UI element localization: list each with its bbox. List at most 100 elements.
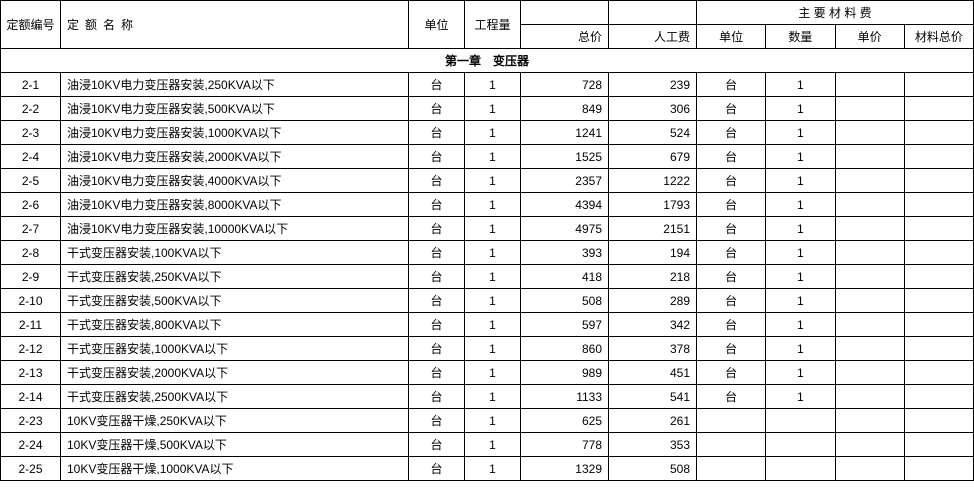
cell-munit: 台	[697, 337, 766, 361]
header-labor: 人工费	[609, 25, 697, 49]
header-material-total: 材料总价	[904, 25, 973, 49]
header-qty: 工程量	[465, 1, 521, 49]
cell-mprice	[835, 457, 904, 481]
cell-code: 2-25	[1, 457, 61, 481]
cell-labor: 2151	[609, 217, 697, 241]
cell-name: 干式变压器安装,100KVA以下	[61, 241, 409, 265]
cell-mqty: 1	[766, 217, 835, 241]
cell-total: 625	[521, 409, 609, 433]
cell-mqty: 1	[766, 73, 835, 97]
cell-qty: 1	[465, 169, 521, 193]
header-material-group: 主 要 材 料 费	[697, 1, 974, 25]
cell-code: 2-8	[1, 241, 61, 265]
table-row: 2-9干式变压器安装,250KVA以下台1418218台1	[1, 265, 974, 289]
cell-name: 油浸10KV电力变压器安装,4000KVA以下	[61, 169, 409, 193]
cell-mprice	[835, 121, 904, 145]
cell-labor: 541	[609, 385, 697, 409]
cell-mqty: 1	[766, 385, 835, 409]
cell-qty: 1	[465, 121, 521, 145]
cell-mtotal	[904, 193, 973, 217]
cell-mtotal	[904, 433, 973, 457]
cell-mqty: 1	[766, 97, 835, 121]
cell-qty: 1	[465, 337, 521, 361]
cell-mtotal	[904, 457, 973, 481]
cell-unit: 台	[409, 265, 465, 289]
table-row: 2-8干式变压器安装,100KVA以下台1393194台1	[1, 241, 974, 265]
cell-total: 778	[521, 433, 609, 457]
cell-qty: 1	[465, 313, 521, 337]
cell-code: 2-7	[1, 217, 61, 241]
cell-munit: 台	[697, 121, 766, 145]
cell-qty: 1	[465, 145, 521, 169]
cell-mprice	[835, 433, 904, 457]
cell-name: 油浸10KV电力变压器安装,10000KVA以下	[61, 217, 409, 241]
cell-name: 干式变压器安装,800KVA以下	[61, 313, 409, 337]
cell-mtotal	[904, 169, 973, 193]
cell-name: 油浸10KV电力变压器安装,250KVA以下	[61, 73, 409, 97]
cell-qty: 1	[465, 361, 521, 385]
table-body: 第一章 变压器 2-1油浸10KV电力变压器安装,250KVA以下台172823…	[1, 49, 974, 481]
cell-munit	[697, 433, 766, 457]
cell-code: 2-5	[1, 169, 61, 193]
cell-munit	[697, 409, 766, 433]
table-row: 2-4油浸10KV电力变压器安装,2000KVA以下台11525679台1	[1, 145, 974, 169]
cell-labor: 1222	[609, 169, 697, 193]
cell-labor: 1793	[609, 193, 697, 217]
cell-code: 2-13	[1, 361, 61, 385]
cell-unit: 台	[409, 121, 465, 145]
cell-total: 4394	[521, 193, 609, 217]
cell-munit: 台	[697, 193, 766, 217]
cell-qty: 1	[465, 457, 521, 481]
cell-name: 10KV变压器干燥,250KVA以下	[61, 409, 409, 433]
cell-name: 干式变压器安装,250KVA以下	[61, 265, 409, 289]
cell-code: 2-11	[1, 313, 61, 337]
cell-labor: 239	[609, 73, 697, 97]
cell-name: 干式变压器安装,500KVA以下	[61, 289, 409, 313]
table-row: 2-2310KV变压器干燥,250KVA以下台1625261	[1, 409, 974, 433]
cell-unit: 台	[409, 241, 465, 265]
cell-mprice	[835, 361, 904, 385]
cell-mqty: 1	[766, 193, 835, 217]
cell-unit: 台	[409, 289, 465, 313]
table-row: 2-14干式变压器安装,2500KVA以下台11133541台1	[1, 385, 974, 409]
cell-unit: 台	[409, 217, 465, 241]
cell-labor: 342	[609, 313, 697, 337]
cell-code: 2-10	[1, 289, 61, 313]
cell-mprice	[835, 265, 904, 289]
cell-mtotal	[904, 265, 973, 289]
cell-labor: 378	[609, 337, 697, 361]
cell-mqty: 1	[766, 337, 835, 361]
cell-mprice	[835, 241, 904, 265]
cell-mprice	[835, 337, 904, 361]
cell-mqty: 1	[766, 361, 835, 385]
table-row: 2-2510KV变压器干燥,1000KVA以下台11329508	[1, 457, 974, 481]
cell-mqty	[766, 409, 835, 433]
cell-munit: 台	[697, 361, 766, 385]
header-name: 定额名称	[61, 1, 409, 49]
cell-qty: 1	[465, 433, 521, 457]
cell-mprice	[835, 313, 904, 337]
table-row: 2-1油浸10KV电力变压器安装,250KVA以下台1728239台1	[1, 73, 974, 97]
cell-mtotal	[904, 337, 973, 361]
cell-qty: 1	[465, 241, 521, 265]
cell-code: 2-2	[1, 97, 61, 121]
header-blank-1	[521, 1, 609, 25]
cell-qty: 1	[465, 217, 521, 241]
table-row: 2-12干式变压器安装,1000KVA以下台1860378台1	[1, 337, 974, 361]
cell-qty: 1	[465, 73, 521, 97]
cell-qty: 1	[465, 385, 521, 409]
cell-munit: 台	[697, 385, 766, 409]
cell-labor: 261	[609, 409, 697, 433]
cell-labor: 194	[609, 241, 697, 265]
cell-mtotal	[904, 409, 973, 433]
cell-total: 1241	[521, 121, 609, 145]
cell-unit: 台	[409, 361, 465, 385]
cell-mqty: 1	[766, 145, 835, 169]
cell-mprice	[835, 73, 904, 97]
cell-munit: 台	[697, 145, 766, 169]
cell-mqty	[766, 433, 835, 457]
cell-mtotal	[904, 361, 973, 385]
cell-name: 干式变压器安装,1000KVA以下	[61, 337, 409, 361]
cell-code: 2-23	[1, 409, 61, 433]
cell-name: 10KV变压器干燥,1000KVA以下	[61, 457, 409, 481]
